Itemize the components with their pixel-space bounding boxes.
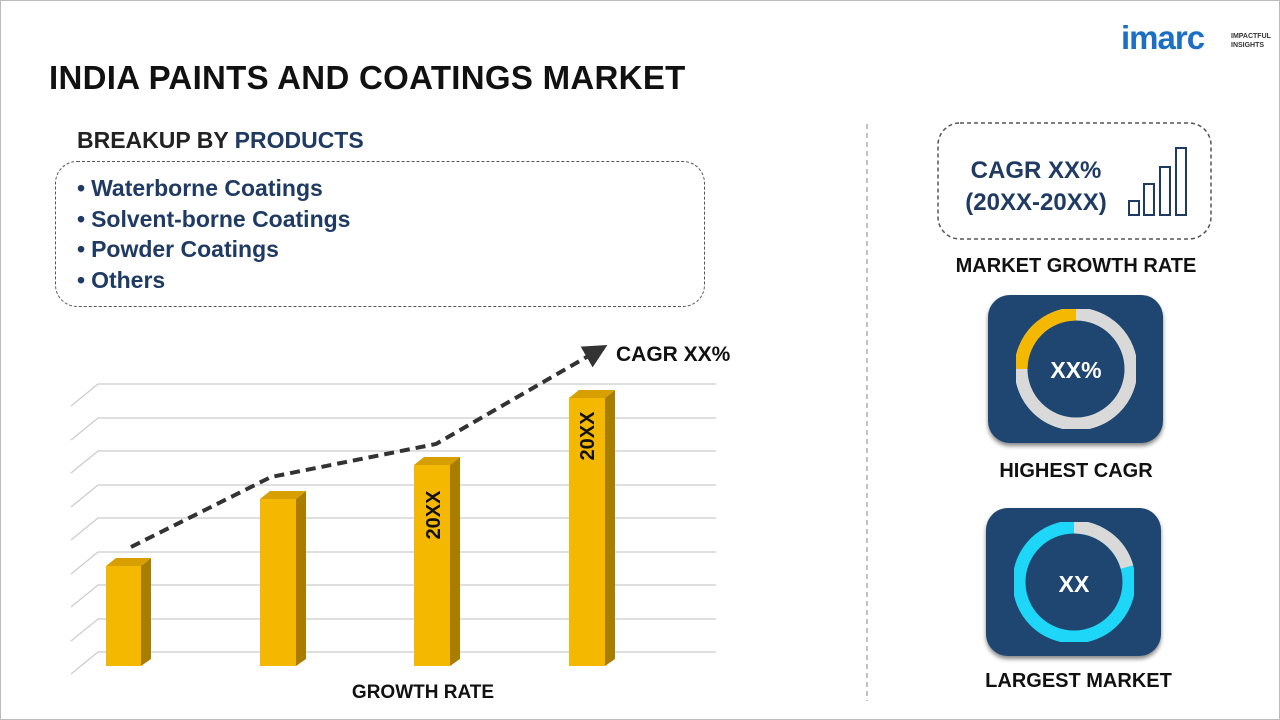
trend-arrow — [130, 344, 608, 549]
logo: imarc — [1121, 19, 1205, 56]
trend-label: CAGR XX% — [616, 343, 731, 366]
cagr-value: XX% — [1050, 357, 1102, 383]
logo-tagline: IMPACTFUL INSIGHTS — [1231, 32, 1271, 50]
market-label: LARGEST MARKET — [985, 670, 1172, 692]
product-item: Powder Coatings — [77, 234, 350, 265]
axis-label: GROWTH RATE — [351, 682, 495, 703]
list-box — [55, 161, 705, 307]
market-value: XX — [1058, 571, 1090, 597]
cagr-label: HIGHEST CAGR — [999, 460, 1153, 482]
bars — [106, 390, 615, 666]
breakup-label: BREAKUP BY — [77, 127, 229, 153]
tagline-line: INSIGHTS — [1231, 42, 1265, 49]
product-list: Waterborne Coatings Solvent-borne Coatin… — [77, 173, 350, 295]
growth-icon — [1128, 147, 1187, 216]
tagline-line: IMPACTFUL — [1231, 33, 1271, 40]
title: INDIA PAINTS AND COATINGS MARKET — [49, 59, 686, 96]
growth-cagr: CAGR XX% — [970, 157, 1102, 184]
breakup-dimension: PRODUCTS — [234, 127, 364, 153]
chart-grid — [70, 383, 716, 675]
growth-label: MARKET GROWTH RATE — [955, 255, 1197, 277]
bar-label: 20XX — [423, 490, 445, 540]
bar-label: 20XX — [577, 411, 599, 461]
product-item: Waterborne Coatings — [77, 173, 350, 204]
market-donut — [1014, 522, 1134, 642]
growth-value: CAGR XX% (20XX-20XX) — [941, 155, 1131, 219]
breakup-heading: BREAKUP BY PRODUCTS — [77, 127, 364, 154]
growth-period: (20XX-20XX) — [965, 189, 1107, 216]
cagr-donut — [1016, 309, 1136, 429]
growth-box — [937, 122, 1212, 240]
product-item: Solvent-borne Coatings — [77, 204, 350, 235]
product-item: Others — [77, 265, 350, 296]
